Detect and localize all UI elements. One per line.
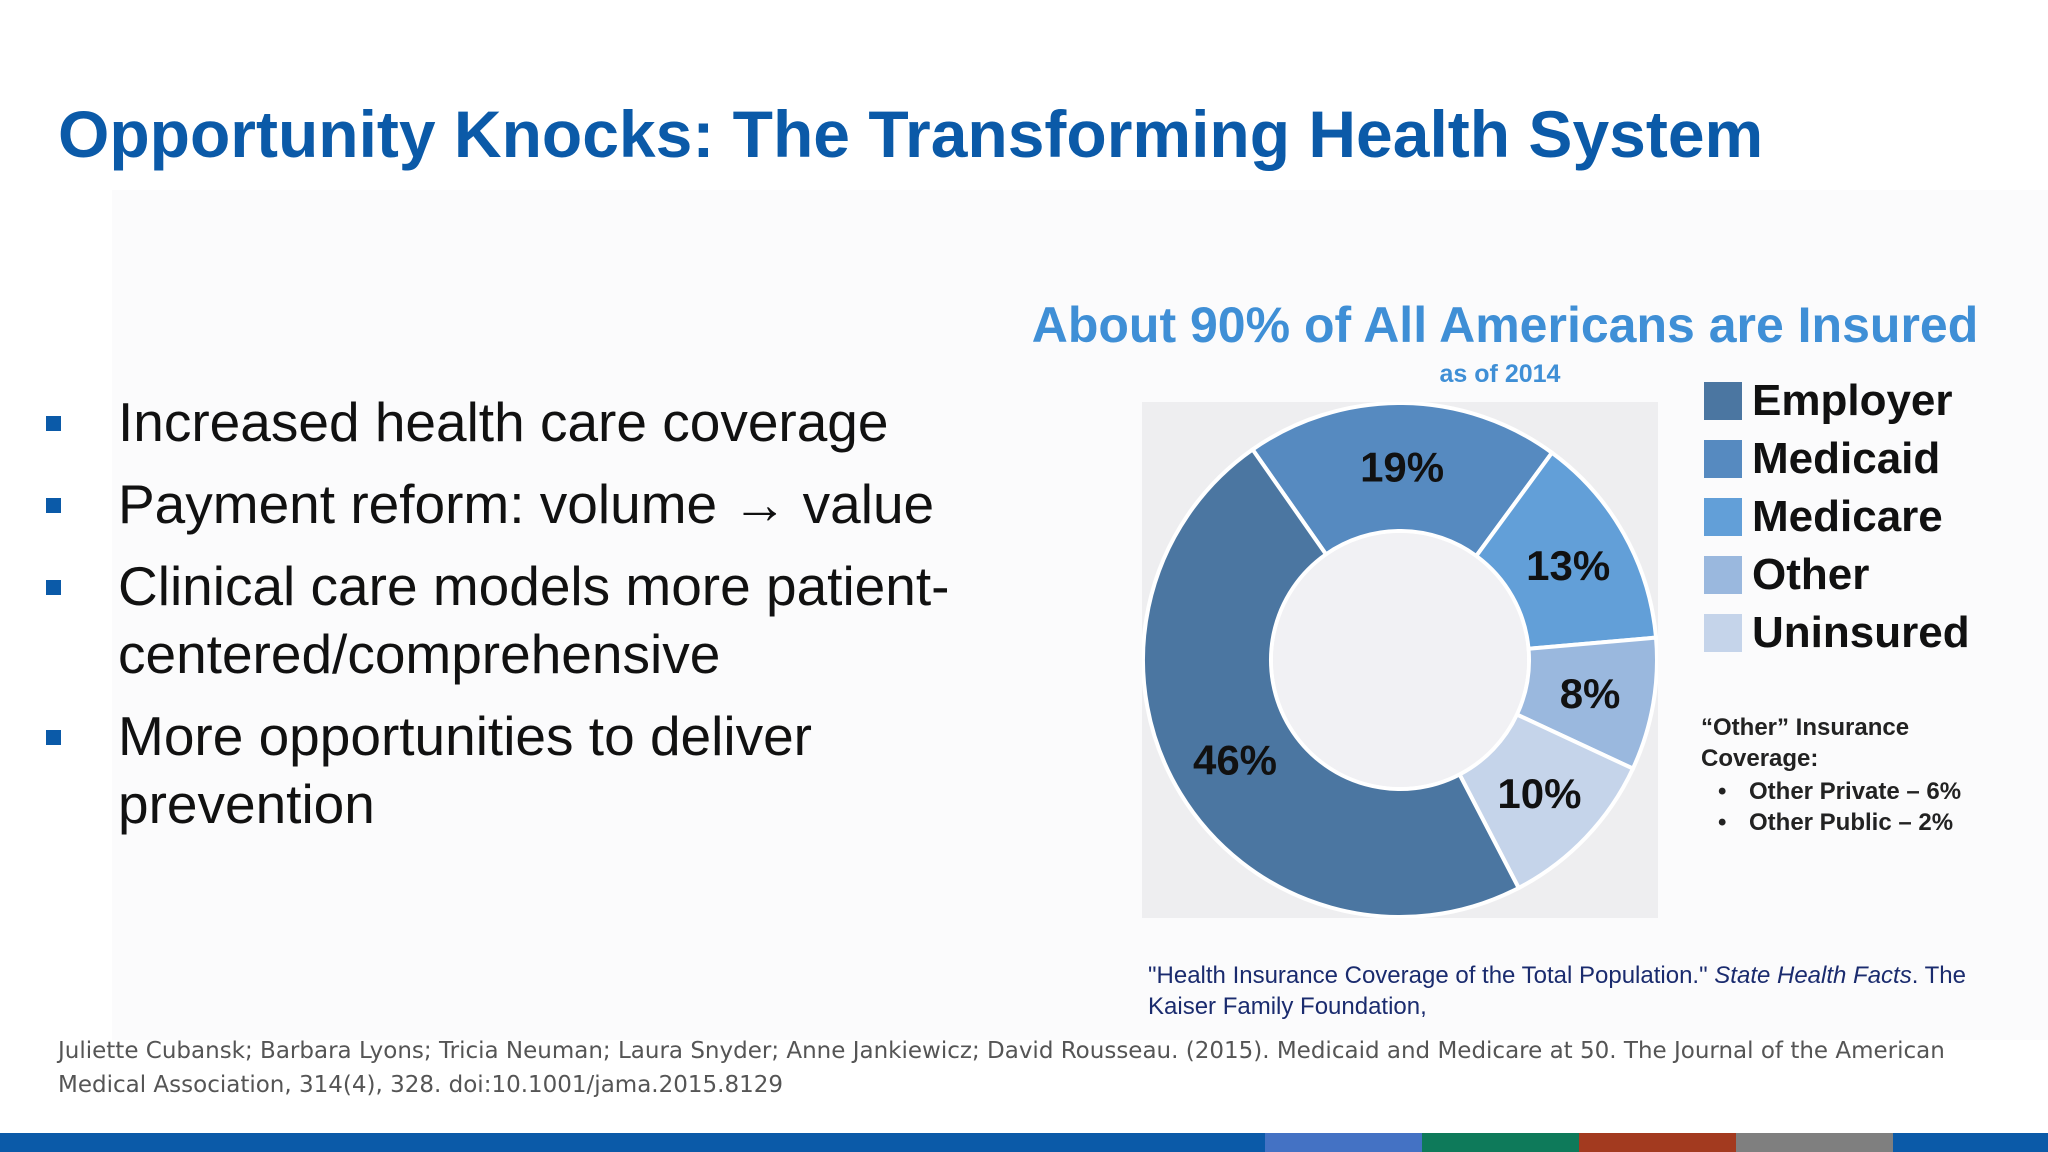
citation: Juliette Cubansk; Barbara Lyons; Tricia …: [58, 1038, 1945, 1098]
legend-swatch-uninsured: [1704, 614, 1742, 652]
bullet-text: Clinical care models more patient-center…: [118, 555, 950, 685]
bullet-dot-icon: •: [1718, 809, 1727, 836]
data-label-medicare: 13%: [1526, 542, 1610, 589]
legend-swatch-medicare: [1704, 498, 1742, 536]
source-attribution: "Health Insurance Coverage of the Total …: [1148, 960, 2018, 1022]
note-title: “Other” Insurance Coverage:: [1701, 714, 1910, 772]
square-bullet-icon: [46, 416, 61, 431]
donut-hole: [1273, 533, 1527, 787]
donut-slice-medicare: [1473, 449, 1658, 651]
donut-slice-medicaid: [1249, 402, 1555, 559]
footer-color-bar: [0, 1133, 2048, 1152]
note-item-text: Other Private – 6%: [1749, 778, 1962, 805]
legend-item-medicaid: Medicaid: [1704, 430, 1970, 488]
legend-label: Employer: [1752, 376, 1953, 425]
bullet-text: Increased health care coverage: [118, 391, 889, 453]
note-item-text: Other Public – 2%: [1749, 809, 1954, 836]
footer-bar-segment: [0, 1133, 1265, 1152]
source-text: . The Kaiser Family Foundation,: [1148, 962, 1966, 1020]
data-label-medicaid: 19%: [1360, 444, 1444, 491]
legend-item-other: Other: [1704, 546, 1970, 604]
legend-swatch-medicaid: [1704, 440, 1742, 478]
legend-label: Other: [1752, 550, 1870, 599]
note-item: • Other Private – 6%: [1701, 776, 2031, 807]
legend-swatch-other: [1704, 556, 1742, 594]
source-title: State Health Facts: [1714, 962, 1912, 989]
footer-bar-segment: [1579, 1133, 1736, 1152]
data-label-employer: 46%: [1193, 737, 1277, 784]
footer-bar-segment: [1265, 1133, 1422, 1152]
footer-bar-segment: [1422, 1133, 1579, 1152]
bullet-list: Increased health care coverage Payment r…: [40, 388, 1000, 852]
data-label-uninsured: 10%: [1497, 770, 1581, 817]
square-bullet-icon: [46, 730, 61, 745]
bullet-item: Increased health care coverage: [40, 388, 1000, 456]
slide-title: Opportunity Knocks: The Transforming Hea…: [58, 97, 1764, 171]
footer-bar-segment: [1736, 1133, 1893, 1152]
legend-label: Uninsured: [1752, 608, 1970, 657]
footer-bar-segment: [1893, 1133, 2048, 1152]
bullet-dot-icon: •: [1718, 778, 1727, 805]
square-bullet-icon: [46, 498, 61, 513]
other-coverage-note: “Other” Insurance Coverage: • Other Priv…: [1701, 712, 2031, 838]
bullet-text: Payment reform: volume → value: [118, 473, 935, 535]
bullet-item: Clinical care models more patient-center…: [40, 552, 1000, 688]
bullet-item: Payment reform: volume → value: [40, 470, 1000, 538]
data-label-other: 8%: [1560, 670, 1621, 717]
donut-chart: 19% 13% 8% 10% 46%: [1142, 402, 1658, 918]
legend-item-medicare: Medicare: [1704, 488, 1970, 546]
donut-slice-employer: [1142, 446, 1522, 918]
note-list: • Other Private – 6% • Other Public – 2%: [1701, 776, 2031, 838]
chart-title: About 90% of All Americans are Insured: [1031, 297, 1979, 353]
note-item: • Other Public – 2%: [1701, 807, 2031, 838]
legend-label: Medicaid: [1752, 434, 1941, 483]
chart-subtitle: as of 2014: [1439, 360, 1561, 388]
legend-item-employer: Employer: [1704, 372, 1970, 430]
legend-swatch-employer: [1704, 382, 1742, 420]
legend-label: Medicare: [1752, 492, 1943, 541]
bullet-item: More opportunities to deliver prevention: [40, 702, 1000, 838]
chart-legend: Employer Medicaid Medicare Other Uninsur…: [1704, 372, 1970, 662]
bullet-text: More opportunities to deliver prevention: [118, 705, 812, 835]
square-bullet-icon: [46, 580, 61, 595]
source-text: "Health Insurance Coverage of the Total …: [1148, 962, 1715, 989]
legend-item-uninsured: Uninsured: [1704, 604, 1970, 662]
